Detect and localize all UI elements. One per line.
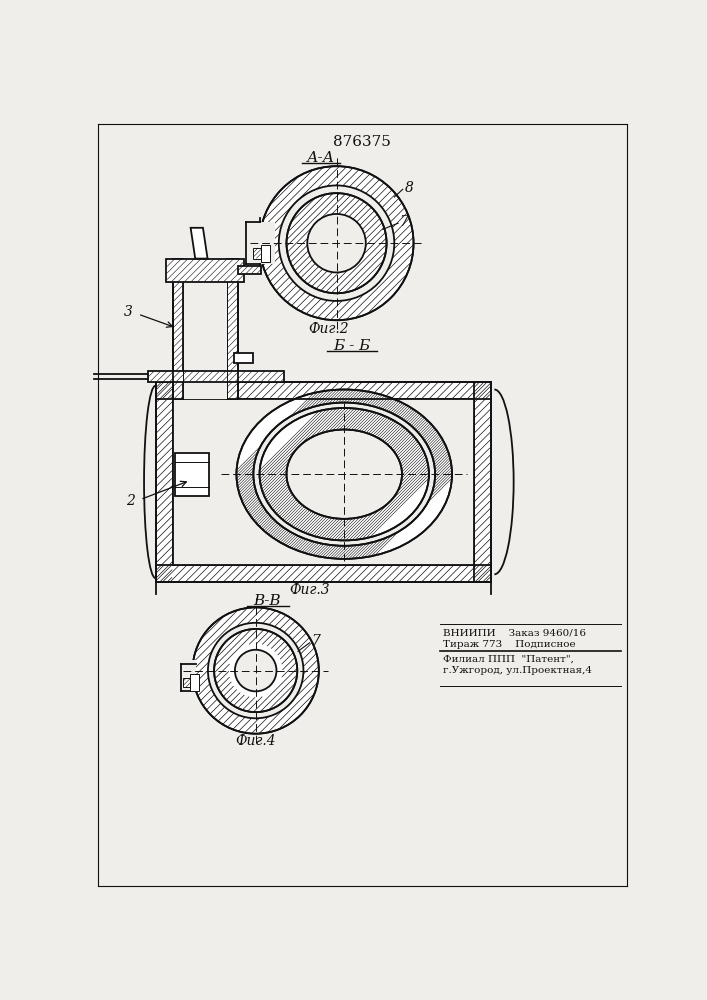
- Bar: [156, 382, 491, 399]
- Text: 7: 7: [399, 215, 409, 229]
- Bar: [166, 259, 244, 282]
- Bar: [181, 660, 197, 691]
- Bar: [234, 353, 253, 363]
- Text: 3: 3: [124, 306, 132, 320]
- Bar: [190, 674, 199, 691]
- Bar: [156, 382, 173, 582]
- Text: В-В: В-В: [253, 594, 281, 608]
- Text: Филиал ППП  "Патент",: Филиал ППП "Патент",: [443, 655, 573, 664]
- Bar: [182, 678, 190, 687]
- Bar: [238, 266, 261, 274]
- Ellipse shape: [259, 408, 429, 540]
- Circle shape: [208, 623, 303, 718]
- Bar: [253, 248, 261, 259]
- Bar: [261, 245, 270, 262]
- Polygon shape: [191, 228, 208, 259]
- Text: Фиг.2: Фиг.2: [308, 322, 349, 336]
- Text: Фиг.4: Фиг.4: [235, 734, 276, 748]
- Bar: [173, 399, 474, 565]
- Ellipse shape: [236, 389, 452, 559]
- Bar: [148, 371, 284, 382]
- Text: 7: 7: [311, 634, 320, 648]
- Text: г.Ужгород, ул.Проектная,4: г.Ужгород, ул.Проектная,4: [443, 666, 592, 675]
- Circle shape: [279, 185, 395, 301]
- Text: 876375: 876375: [333, 135, 391, 149]
- Bar: [173, 259, 183, 399]
- Bar: [175, 453, 209, 496]
- Ellipse shape: [286, 430, 402, 519]
- Bar: [183, 259, 227, 399]
- Bar: [156, 565, 491, 582]
- Circle shape: [259, 166, 414, 320]
- Ellipse shape: [253, 403, 435, 546]
- Text: 8: 8: [404, 181, 413, 195]
- Circle shape: [308, 214, 366, 272]
- Circle shape: [192, 607, 319, 734]
- Bar: [474, 382, 491, 582]
- Circle shape: [214, 629, 297, 712]
- Text: ВНИИПИ    Заказ 9460/16: ВНИИПИ Заказ 9460/16: [443, 629, 586, 638]
- Text: Тираж 773    Подписное: Тираж 773 Подписное: [443, 640, 575, 649]
- Text: Фиг.3: Фиг.3: [289, 583, 330, 597]
- Circle shape: [286, 193, 387, 293]
- Bar: [258, 222, 275, 264]
- Bar: [227, 259, 238, 399]
- Text: 2: 2: [126, 494, 135, 508]
- Text: А-А: А-А: [307, 151, 335, 165]
- Text: Б - Б: Б - Б: [333, 339, 370, 353]
- Circle shape: [235, 650, 276, 691]
